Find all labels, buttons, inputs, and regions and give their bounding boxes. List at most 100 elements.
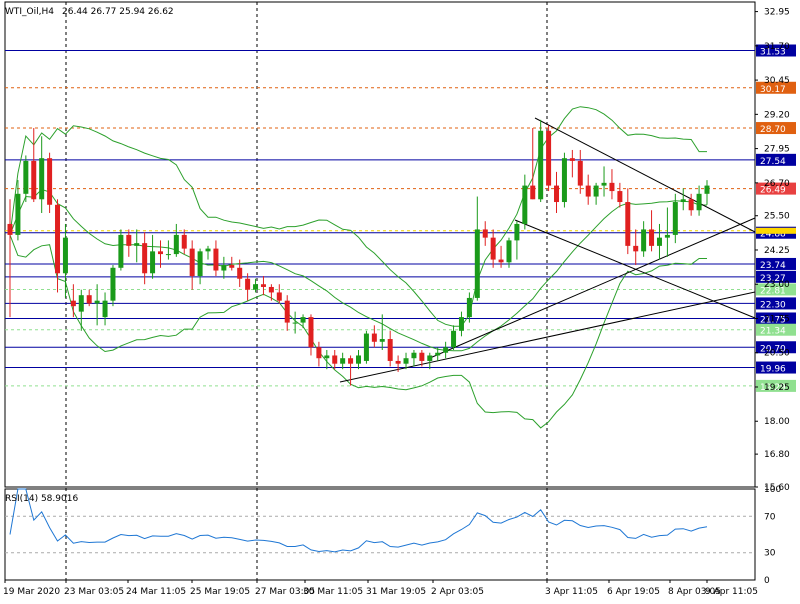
level-tag <box>756 122 796 135</box>
time-tick-label: 30 Mar 11:05 <box>303 587 363 597</box>
candle-bull <box>443 347 449 353</box>
candle-bear <box>569 158 575 161</box>
candle-bull <box>221 265 227 271</box>
level-tag-label: 21.75 <box>760 315 786 325</box>
support-resistance-levels: 31.53 30.17 28.70 27.54 26.49 24.88 23.74 23.27… <box>5 44 796 393</box>
time-tick-label: 9 Apr 11:05 <box>705 587 758 597</box>
time-tick-label: 31 Mar 19:05 <box>366 587 426 597</box>
candle-bear <box>498 259 504 263</box>
candle-bear <box>387 339 393 361</box>
chart-title: WTI_Oil,H4 <box>5 7 54 17</box>
candle-bull <box>474 229 480 298</box>
trend-line <box>514 219 756 319</box>
level-tag <box>756 257 796 270</box>
candle-bull <box>150 251 156 274</box>
candle-bear <box>237 267 243 279</box>
candle-bear <box>276 292 282 301</box>
chart-background <box>4 1 756 581</box>
candle-bear <box>126 234 132 246</box>
level-tag-label: 20.70 <box>760 344 786 354</box>
price-tick-label: 31.70 <box>764 42 790 52</box>
candle-bear <box>688 199 694 211</box>
time-axis: 19 Mar 2020 23 Mar 03:05 24 Mar 11:05 25 Ma… <box>3 580 758 597</box>
candle-bull <box>435 352 441 356</box>
price-tick-label: 19.25 <box>764 383 790 393</box>
price-tick-label: 20.50 <box>764 349 790 359</box>
candle-bull <box>205 248 211 252</box>
level-tag <box>756 270 796 283</box>
level-tag <box>756 341 796 354</box>
level-tag <box>756 153 796 166</box>
candle-bull <box>78 295 84 312</box>
candle-bull <box>118 234 124 268</box>
candle-bull <box>197 251 203 277</box>
level-tag <box>756 227 796 234</box>
candle-bull <box>704 185 710 194</box>
candle-bull <box>39 158 45 200</box>
candle-bear <box>316 347 322 359</box>
level-tag-label: 26.49 <box>760 186 786 196</box>
price-tick-label: 30.45 <box>764 76 790 86</box>
level-tag-label: 19.29 <box>760 383 786 393</box>
candle-bear <box>7 223 13 235</box>
time-tick-label: 19 Mar 2020 <box>3 587 60 597</box>
candle-bear <box>332 355 338 364</box>
candle-bull <box>451 330 457 348</box>
level-tag-label: 21.34 <box>760 327 786 337</box>
candle-bull <box>356 355 361 364</box>
candle-bear <box>189 248 195 277</box>
candle-bear <box>213 248 219 271</box>
price-tick-label: 26.70 <box>764 179 790 189</box>
price-tick-label: 23.00 <box>764 280 790 290</box>
grid-lines <box>65 2 548 580</box>
time-tick-label: 24 Mar 11:05 <box>126 587 186 597</box>
candle-bear <box>554 185 560 203</box>
candle-bear <box>181 234 187 249</box>
rsi-panel: 100 70 30 0 <box>5 485 781 586</box>
candle-bear <box>55 204 61 274</box>
time-tick-label: 3 Apr 11:05 <box>545 587 598 597</box>
candle-bear <box>419 352 425 361</box>
price-tick-label: 25.50 <box>764 212 790 222</box>
bollinger-lower <box>9 234 707 429</box>
candle-bull <box>292 322 298 324</box>
candle-bull <box>23 160 29 194</box>
candle-bear <box>625 202 631 246</box>
level-tag-label: 23.27 <box>760 274 786 284</box>
candle-bear <box>31 160 37 200</box>
candle-bear <box>260 284 266 287</box>
candle-bull <box>672 202 678 235</box>
level-tag <box>756 81 796 94</box>
trend-line <box>339 291 756 383</box>
candle-bull <box>664 234 670 238</box>
candle-bear <box>530 185 536 200</box>
candle-bull <box>656 237 662 246</box>
bollinger-upper <box>9 106 707 327</box>
candle-bull <box>62 237 68 274</box>
bollinger-bands <box>9 106 707 429</box>
candle-bull <box>102 300 108 318</box>
level-tag-label: 28.70 <box>760 125 786 135</box>
price-tick-label: 16.80 <box>764 450 790 460</box>
candle-bull <box>340 358 346 364</box>
candle-bear <box>609 182 615 192</box>
candle-bear <box>142 243 148 274</box>
candle-bull <box>165 254 171 256</box>
candle-bull <box>363 333 369 361</box>
candle-bull <box>680 199 686 203</box>
candle-bear <box>577 160 583 186</box>
candle-bear <box>395 360 401 364</box>
candle-bull <box>641 229 647 252</box>
candle-bear <box>268 286 274 293</box>
time-tick-label: 27 Mar 03:05 <box>255 587 315 597</box>
candle-bear <box>649 229 655 246</box>
candle-bull <box>593 185 599 197</box>
level-tag-label: 30.17 <box>760 85 786 95</box>
candle-bull <box>300 317 306 323</box>
rsi-tick-label: 100 <box>764 485 781 495</box>
candle-bull <box>253 284 259 290</box>
candle-bull <box>514 223 520 241</box>
level-tag <box>756 297 796 310</box>
candle-bull <box>427 355 433 361</box>
